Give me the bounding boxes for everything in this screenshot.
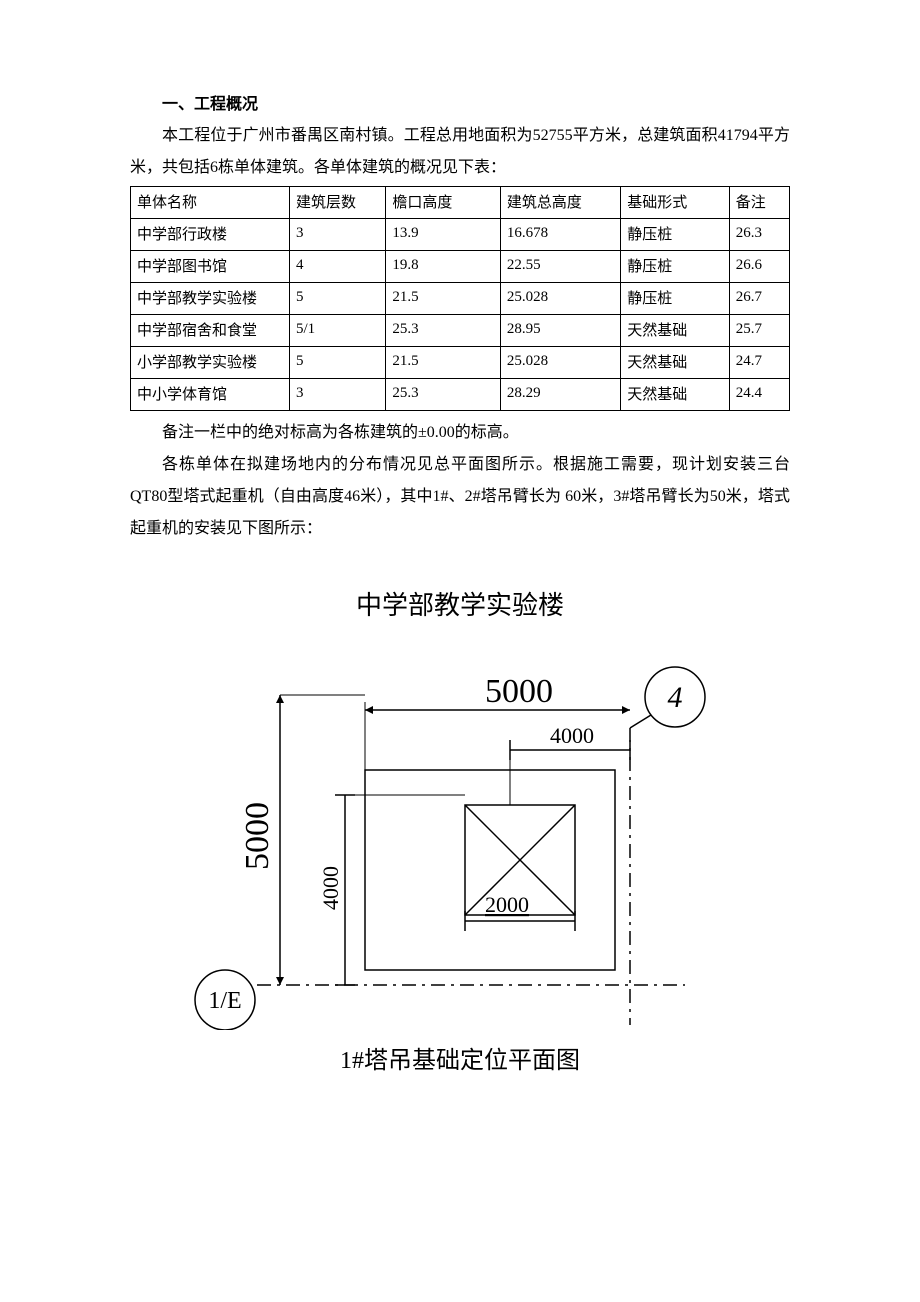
table-cell: 16.678 <box>500 219 620 251</box>
table-cell: 25.7 <box>729 315 789 347</box>
table-cell: 26.3 <box>729 219 789 251</box>
paragraph-2: 备注一栏中的绝对标高为各栋建筑的±0.00的标高。 <box>130 417 790 449</box>
svg-text:1/E: 1/E <box>208 988 241 1014</box>
svg-text:2000: 2000 <box>485 892 529 917</box>
table-cell: 天然基础 <box>621 347 729 379</box>
paragraph-3: 各栋单体在拟建场地内的分布情况见总平面图所示。根据施工需要，现计划安装三台QT8… <box>130 449 790 545</box>
table-cell: 21.5 <box>386 347 500 379</box>
table-header: 单体名称 <box>131 187 290 219</box>
table-cell: 28.29 <box>500 379 620 411</box>
table-row: 中学部宿舍和食堂5/125.328.95天然基础25.7 <box>131 315 790 347</box>
table-cell: 中学部宿舍和食堂 <box>131 315 290 347</box>
table-cell: 天然基础 <box>621 379 729 411</box>
table-cell: 28.95 <box>500 315 620 347</box>
table-row: 中小学体育馆325.328.29天然基础24.4 <box>131 379 790 411</box>
table-cell: 19.8 <box>386 251 500 283</box>
table-cell: 22.55 <box>500 251 620 283</box>
table-header: 基础形式 <box>621 187 729 219</box>
paragraph-1: 本工程位于广州市番禺区南村镇。工程总用地面积为52755平方米，总建筑面积417… <box>130 120 790 184</box>
table-cell: 25.3 <box>386 379 500 411</box>
positioning-diagram: 5000 4000 5000 4000 2000 4 1/E <box>175 630 715 1030</box>
table-header: 檐口高度 <box>386 187 500 219</box>
table-cell: 26.7 <box>729 283 789 315</box>
table-cell: 中小学体育馆 <box>131 379 290 411</box>
diagram-title: 中学部教学实验楼 <box>130 585 790 622</box>
table-header: 备注 <box>729 187 789 219</box>
table-cell: 25.028 <box>500 283 620 315</box>
svg-text:4000: 4000 <box>550 723 594 748</box>
svg-text:5000: 5000 <box>239 802 276 870</box>
table-cell: 中学部行政楼 <box>131 219 290 251</box>
table-cell: 24.4 <box>729 379 789 411</box>
table-header: 建筑层数 <box>290 187 386 219</box>
table-cell: 3 <box>290 379 386 411</box>
svg-text:4000: 4000 <box>318 866 343 910</box>
table-cell: 中学部图书馆 <box>131 251 290 283</box>
building-table: 单体名称建筑层数檐口高度建筑总高度基础形式备注 中学部行政楼313.916.67… <box>130 186 790 411</box>
table-cell: 小学部教学实验楼 <box>131 347 290 379</box>
section-heading: 一、工程概况 <box>130 90 790 114</box>
table-cell: 21.5 <box>386 283 500 315</box>
svg-text:4: 4 <box>668 681 683 714</box>
table-cell: 静压桩 <box>621 219 729 251</box>
table-cell: 中学部教学实验楼 <box>131 283 290 315</box>
table-cell: 25.028 <box>500 347 620 379</box>
table-cell: 25.3 <box>386 315 500 347</box>
table-cell: 5/1 <box>290 315 386 347</box>
table-header: 建筑总高度 <box>500 187 620 219</box>
table-cell: 静压桩 <box>621 283 729 315</box>
table-row: 中学部行政楼313.916.678静压桩26.3 <box>131 219 790 251</box>
table-row: 中学部教学实验楼521.525.028静压桩26.7 <box>131 283 790 315</box>
table-cell: 26.6 <box>729 251 789 283</box>
table-cell: 5 <box>290 283 386 315</box>
table-row: 小学部教学实验楼521.525.028天然基础24.7 <box>131 347 790 379</box>
table-cell: 13.9 <box>386 219 500 251</box>
svg-text:5000: 5000 <box>485 673 553 710</box>
table-row: 中学部图书馆419.822.55静压桩26.6 <box>131 251 790 283</box>
table-cell: 静压桩 <box>621 251 729 283</box>
table-cell: 3 <box>290 219 386 251</box>
diagram-caption: 1#塔吊基础定位平面图 <box>130 1040 790 1075</box>
table-cell: 5 <box>290 347 386 379</box>
table-cell: 24.7 <box>729 347 789 379</box>
table-cell: 天然基础 <box>621 315 729 347</box>
table-cell: 4 <box>290 251 386 283</box>
